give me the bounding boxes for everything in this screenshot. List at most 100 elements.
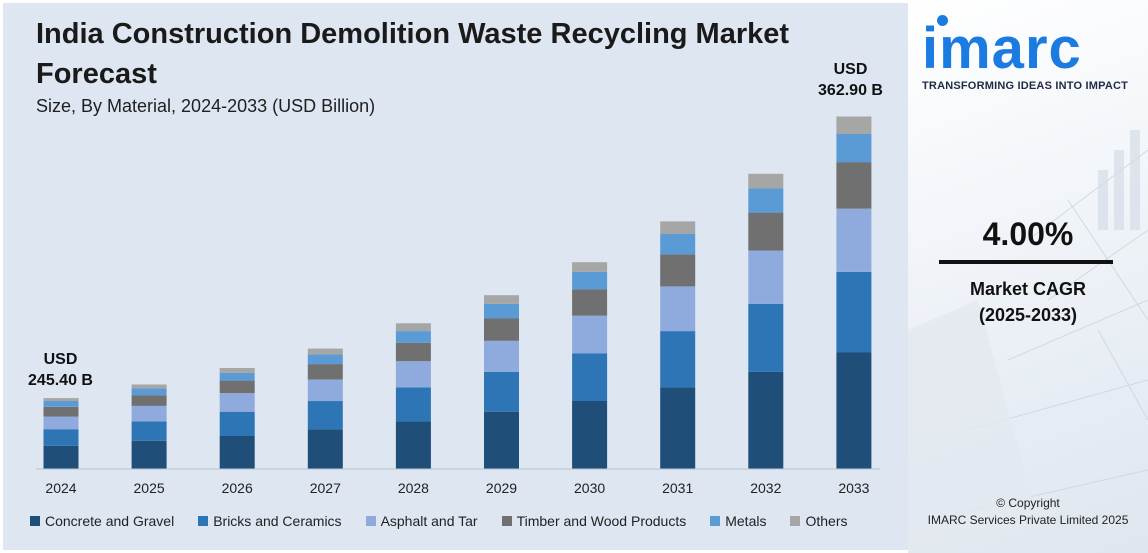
bar-segment-2028-1 bbox=[395, 387, 431, 422]
bar-segment-2031-0 bbox=[660, 387, 696, 469]
end-annotation-value: 362.90 B bbox=[818, 82, 883, 99]
legend-swatch bbox=[790, 516, 801, 526]
legend-swatch bbox=[198, 516, 209, 526]
start-value-annotation: USD 245.40 B bbox=[18, 349, 103, 391]
legend-swatch bbox=[710, 516, 721, 526]
x-tick-label-2025: 2025 bbox=[134, 480, 165, 496]
bar-segment-2027-1 bbox=[307, 401, 343, 430]
bar-segment-2031-3 bbox=[660, 254, 696, 287]
bar-segment-2030-4 bbox=[572, 271, 608, 290]
logo-tagline: TRANSFORMING IDEAS INTO IMPACT bbox=[922, 80, 1129, 92]
bar-segment-2025-1 bbox=[131, 421, 167, 441]
bar-segment-2031-4 bbox=[660, 234, 696, 255]
bar-segment-2032-3 bbox=[748, 212, 784, 251]
bar-segment-2030-5 bbox=[572, 262, 608, 272]
cagr-label-line2: (2025-2033) bbox=[978, 305, 1078, 325]
bar-segment-2024-5 bbox=[43, 398, 79, 401]
bar-segment-2032-4 bbox=[748, 188, 784, 213]
legend-label: Bricks and Ceramics bbox=[213, 513, 342, 529]
bar-segment-2025-0 bbox=[131, 440, 167, 469]
bar-segment-2027-0 bbox=[307, 429, 343, 469]
legend-label: Others bbox=[805, 513, 848, 529]
x-tick-label-2030: 2030 bbox=[574, 480, 605, 496]
x-tick-label-2028: 2028 bbox=[398, 480, 429, 496]
x-tick-labels: 2024 2025 2026 2027 2028 2029 2030 2031 2032 2033 bbox=[45, 480, 869, 496]
cagr-label-line1: Market CAGR bbox=[969, 279, 1087, 299]
bar-segment-2029-2 bbox=[484, 340, 519, 372]
legend-label: Asphalt and Tar bbox=[380, 513, 478, 529]
x-tick-label-2033: 2033 bbox=[838, 480, 869, 496]
bar-segment-2024-1 bbox=[43, 429, 79, 446]
bar-segment-2032-1 bbox=[748, 303, 784, 372]
bar-segment-2027-3 bbox=[307, 364, 343, 380]
x-tick-label-2026: 2026 bbox=[222, 480, 253, 496]
legend-item-4: Metals bbox=[710, 513, 766, 529]
bar-segment-2031-5 bbox=[660, 221, 696, 234]
legend-item-5: Others bbox=[790, 513, 847, 529]
bar-segment-2030-2 bbox=[572, 315, 608, 354]
bar-segment-2026-5 bbox=[219, 368, 255, 373]
logo-dot-icon bbox=[937, 15, 948, 26]
bar-segment-2028-5 bbox=[395, 323, 431, 332]
copyright-line2: IMARC Services Private Limited 2025 bbox=[927, 513, 1129, 527]
bar-segment-2033-5 bbox=[836, 116, 872, 134]
bar-segment-2030-0 bbox=[572, 401, 608, 469]
x-tick-label-2027: 2027 bbox=[310, 480, 341, 496]
bar-segment-2026-1 bbox=[219, 411, 255, 436]
bar-segment-2028-3 bbox=[395, 342, 431, 362]
bar-segment-2032-2 bbox=[748, 250, 784, 304]
x-tick-label-2029: 2029 bbox=[486, 480, 517, 496]
legend-item-3: Timber and Wood Products bbox=[501, 513, 687, 529]
legend-label: Metals bbox=[725, 513, 767, 529]
bar-segment-2025-2 bbox=[131, 405, 167, 422]
legend-item-2: Asphalt and Tar bbox=[365, 513, 478, 529]
x-tick-label-2031: 2031 bbox=[662, 480, 693, 496]
bar-segment-2028-4 bbox=[395, 331, 431, 343]
bar-segment-2029-0 bbox=[484, 411, 519, 469]
bar-segment-2029-5 bbox=[484, 295, 519, 304]
end-annotation-currency: USD bbox=[833, 61, 868, 78]
bar-segment-2033-2 bbox=[836, 208, 872, 272]
cagr-value: 4.00% bbox=[982, 216, 1074, 252]
start-annotation-value: 245.40 B bbox=[28, 372, 93, 389]
cagr-divider bbox=[939, 260, 1113, 264]
decorative-chart-background-icon bbox=[908, 130, 1148, 553]
chart-subtitle: Size, By Material, 2024-2033 (USD Billio… bbox=[36, 96, 376, 116]
bar-segment-2024-4 bbox=[43, 401, 79, 407]
legend-item-0: Concrete and Gravel bbox=[30, 513, 174, 529]
bar-segment-2031-2 bbox=[660, 286, 696, 332]
bar-segment-2025-5 bbox=[131, 384, 167, 389]
bar-segment-2029-3 bbox=[484, 318, 519, 341]
stacked-bar-chart: 2024 2025 2026 2027 2028 2029 2030 2031 2032 2033 bbox=[36, 116, 880, 496]
bar-segment-2028-2 bbox=[395, 361, 431, 388]
bar-segment-2026-3 bbox=[219, 380, 255, 394]
start-annotation-currency: USD bbox=[43, 351, 78, 368]
bar-segment-2028-0 bbox=[395, 421, 431, 469]
legend-swatch bbox=[365, 516, 376, 526]
legend-swatch bbox=[30, 516, 40, 526]
bar-segment-2032-5 bbox=[748, 173, 784, 189]
legend-label: Concrete and Gravel bbox=[45, 513, 175, 529]
bar-segment-2026-2 bbox=[219, 393, 255, 412]
bar-segment-2031-1 bbox=[660, 331, 696, 388]
bar-segment-2027-5 bbox=[307, 348, 343, 355]
bar-segment-2030-1 bbox=[572, 353, 608, 401]
bar-segment-2033-3 bbox=[836, 162, 872, 209]
x-tick-label-2032: 2032 bbox=[750, 480, 781, 496]
chart-legend: Concrete and Gravel Bricks and Ceramics As… bbox=[30, 513, 871, 529]
bar-segment-2027-2 bbox=[307, 379, 343, 402]
bar-segment-2033-1 bbox=[836, 271, 872, 353]
legend-item-1: Bricks and Ceramics bbox=[198, 513, 342, 529]
chart-title: India Construction Demolition Waste Recy… bbox=[36, 18, 790, 90]
legend-swatch bbox=[501, 516, 512, 526]
bar-segment-2032-0 bbox=[748, 371, 784, 469]
bar-segment-2033-4 bbox=[836, 134, 872, 163]
bar-segment-2026-4 bbox=[219, 372, 255, 381]
bar-segment-2029-4 bbox=[484, 303, 519, 319]
legend-label: Timber and Wood Products bbox=[516, 513, 687, 529]
bar-segment-2024-0 bbox=[43, 445, 79, 469]
bar-segment-2025-3 bbox=[131, 395, 167, 406]
bar-segment-2024-2 bbox=[43, 416, 79, 430]
cagr-label: Market CAGR (2025-2033) bbox=[908, 276, 1148, 328]
